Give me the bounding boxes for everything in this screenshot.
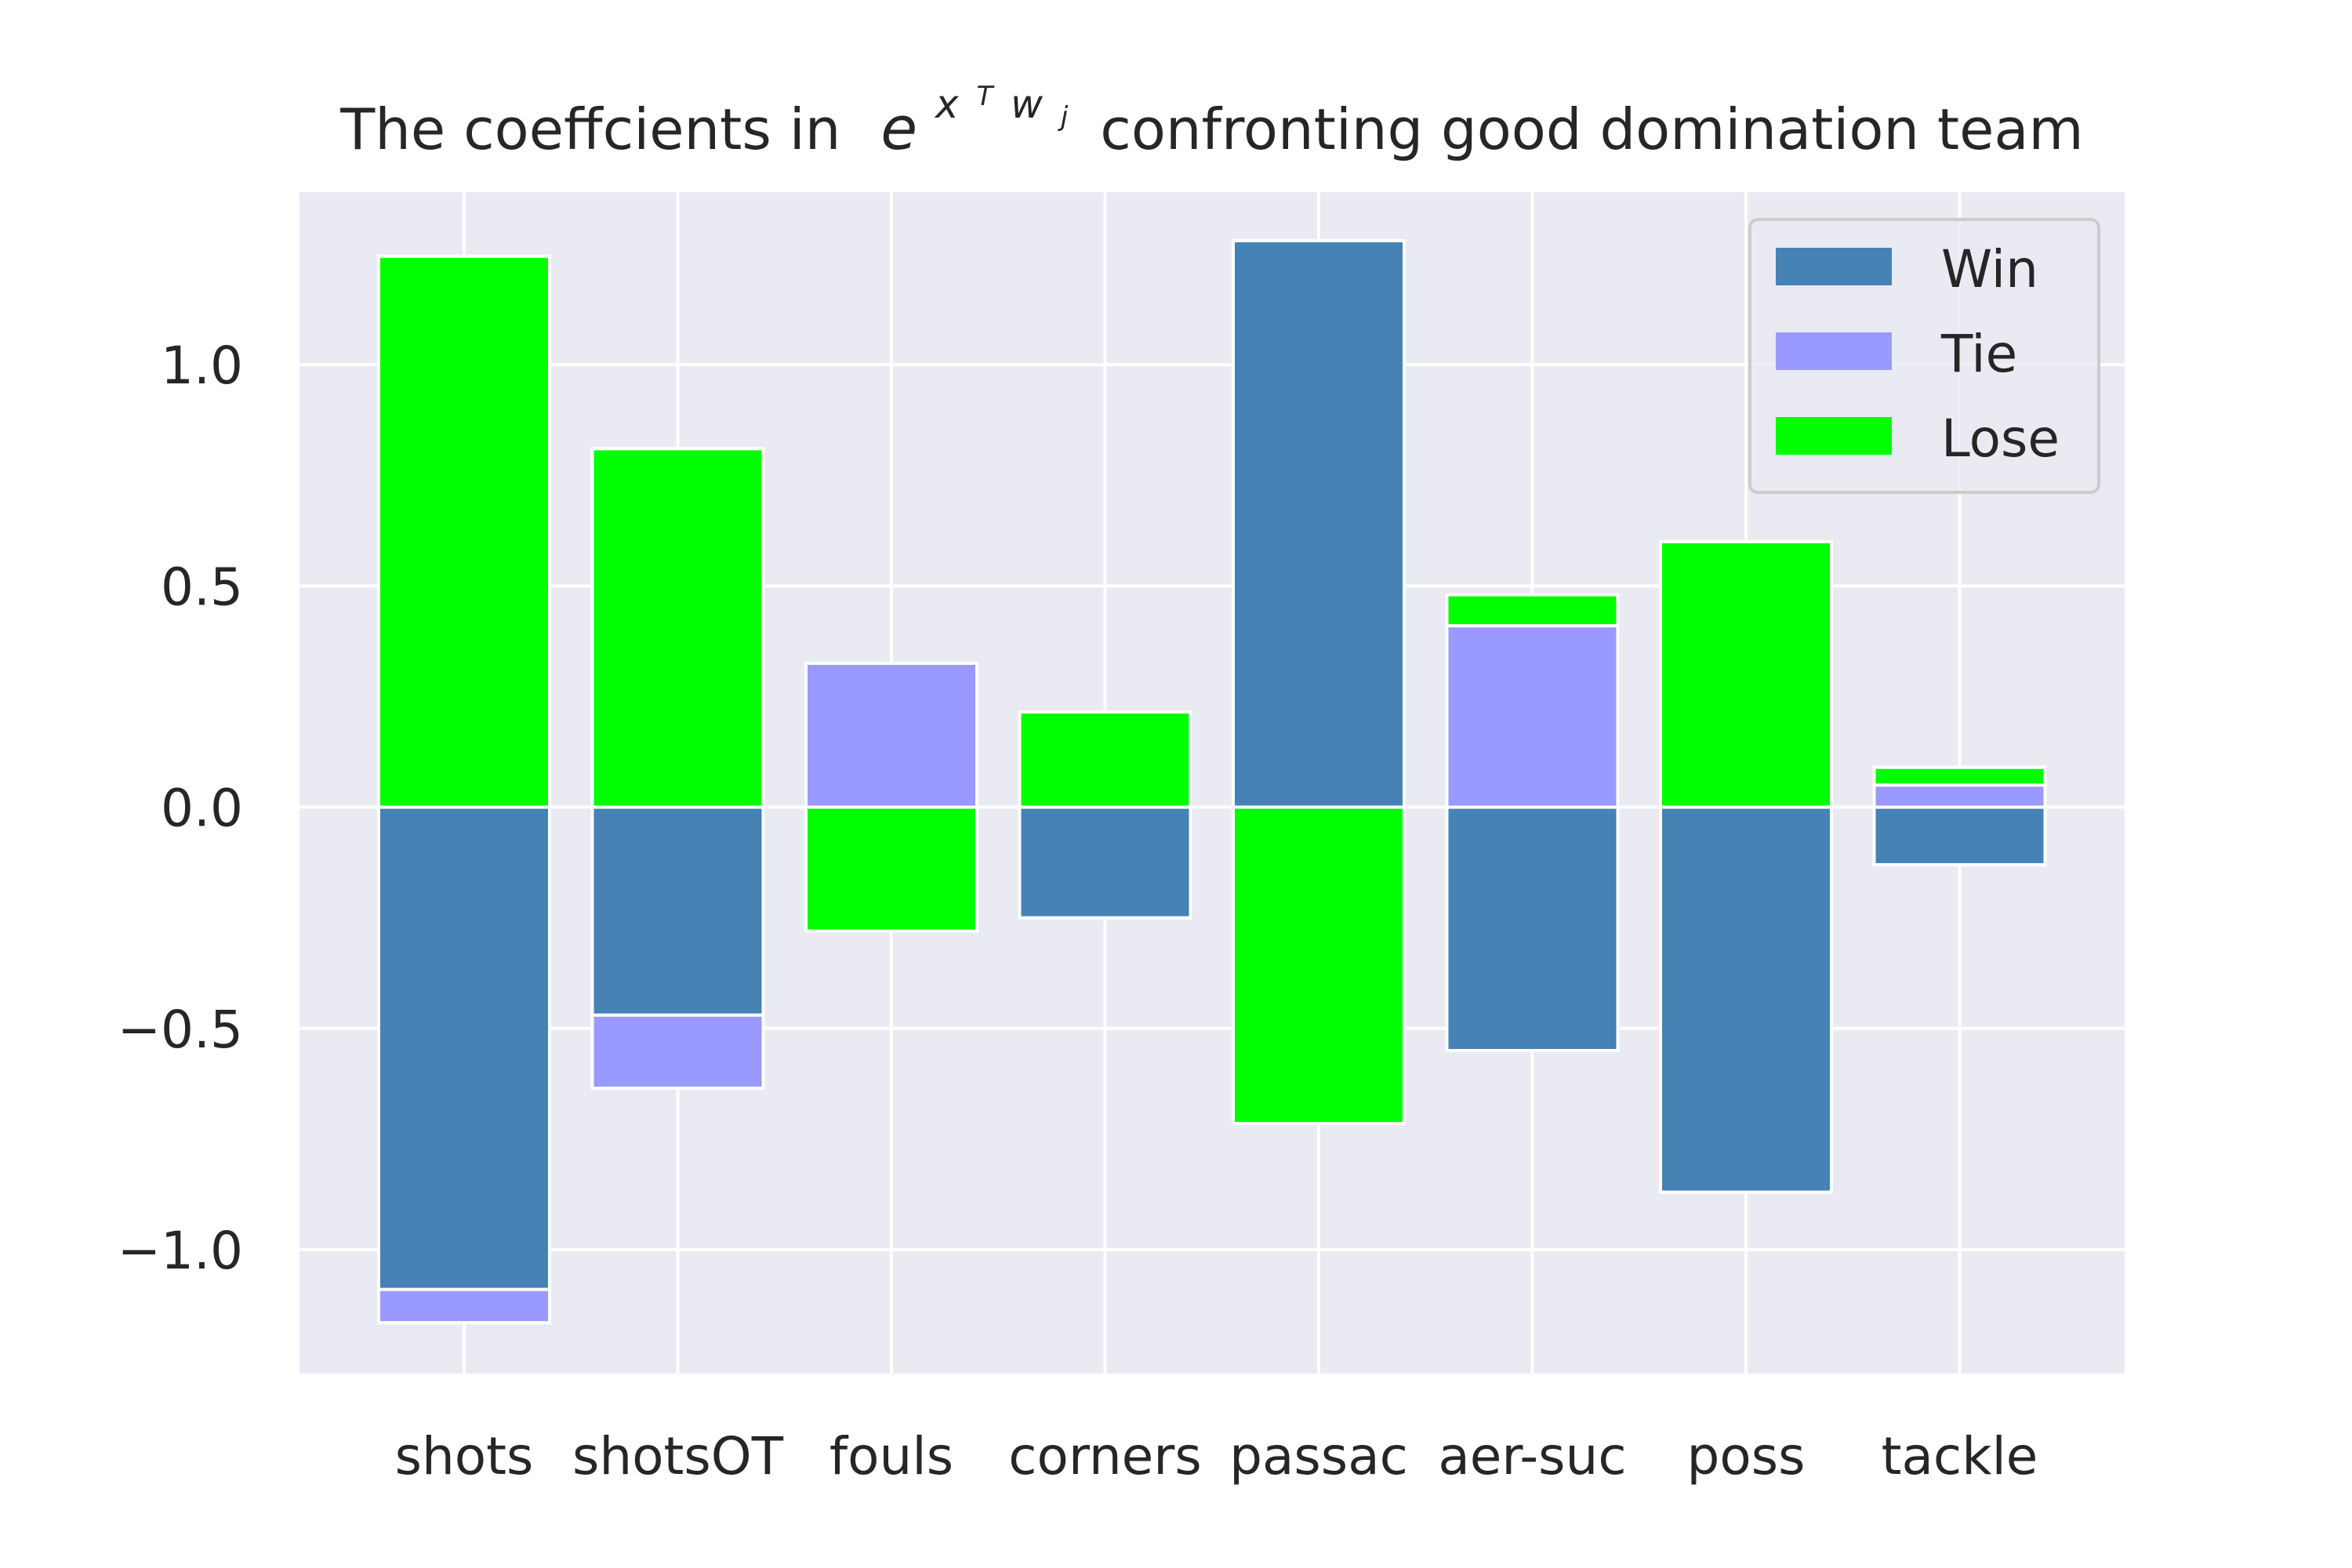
bar-lose-corners xyxy=(1018,710,1192,809)
x-tick-label-poss: poss xyxy=(1686,1426,1805,1486)
bar-lose-tackle xyxy=(1872,765,2047,787)
bar-tie-shots xyxy=(377,1287,551,1325)
legend-swatch-tie xyxy=(1776,332,1892,370)
x-tick-label-shots: shots xyxy=(395,1426,534,1486)
bar-win-corners xyxy=(1018,805,1192,920)
x-tick-label-aer-suc: aer-suc xyxy=(1438,1426,1626,1486)
bars xyxy=(377,239,2047,1325)
bar-tie-shotsOT xyxy=(590,1013,765,1090)
bar-win-passac xyxy=(1232,239,1406,809)
legend-swatch-lose xyxy=(1776,417,1892,455)
legend-label-lose: Lose xyxy=(1941,408,2060,469)
x-tick-labels: shots shotsOT fouls corners passac aer-suc pos… xyxy=(395,1426,2038,1486)
title-prefix: The coeffcients in xyxy=(339,96,840,162)
x-tick-label-passac: passac xyxy=(1229,1426,1408,1486)
title-suffix: confronting good domination team xyxy=(1100,96,2083,162)
bar-lose-shotsOT xyxy=(590,447,765,809)
title-math-sup-w: w xyxy=(1011,82,1043,127)
y-tick-label-0: 1.0 xyxy=(161,336,243,396)
bar-lose-fouls xyxy=(804,805,978,933)
x-tick-label-shotsOT: shotsOT xyxy=(572,1426,784,1486)
bar-lose-poss xyxy=(1659,539,1833,809)
bar-lose-passac xyxy=(1232,805,1406,1126)
bar-win-poss xyxy=(1659,805,1833,1194)
legend-label-win: Win xyxy=(1941,239,2038,299)
title-math-sup-T: T xyxy=(976,81,994,112)
x-tick-label-corners: corners xyxy=(1008,1426,1202,1486)
chart-title: The coeffcients in e x T w j confronting… xyxy=(339,53,2083,163)
bar-win-shotsOT xyxy=(590,805,765,1017)
y-tick-label-3: −0.5 xyxy=(118,1000,243,1060)
legend-swatch-win xyxy=(1776,248,1892,285)
bar-lose-shots xyxy=(377,254,551,809)
bar-win-aer-suc xyxy=(1445,805,1620,1052)
bar-tie-fouls xyxy=(804,662,978,809)
title-math-sup-x: x xyxy=(934,82,959,127)
bar-tie-aer-suc xyxy=(1445,624,1620,809)
y-tick-label-1: 0.5 xyxy=(161,557,243,617)
y-tick-label-4: −1.0 xyxy=(118,1221,243,1281)
x-tick-label-fouls: fouls xyxy=(829,1426,953,1486)
bar-lose-aer-suc xyxy=(1445,593,1620,628)
x-tick-label-tackle: tackle xyxy=(1882,1426,2038,1486)
y-tick-label-2: 0.0 xyxy=(161,779,243,839)
bar-win-shots xyxy=(377,805,551,1291)
bar-tie-tackle xyxy=(1872,783,2047,809)
title-math-sub-j: j xyxy=(1058,101,1069,132)
legend: Win Tie Lose xyxy=(1748,218,2100,494)
y-tick-labels: 1.0 0.5 0.0 −0.5 −1.0 xyxy=(118,336,243,1281)
bar-win-tackle xyxy=(1872,805,2047,866)
legend-label-tie: Tie xyxy=(1940,324,2017,384)
title-math-base: e xyxy=(880,93,917,163)
